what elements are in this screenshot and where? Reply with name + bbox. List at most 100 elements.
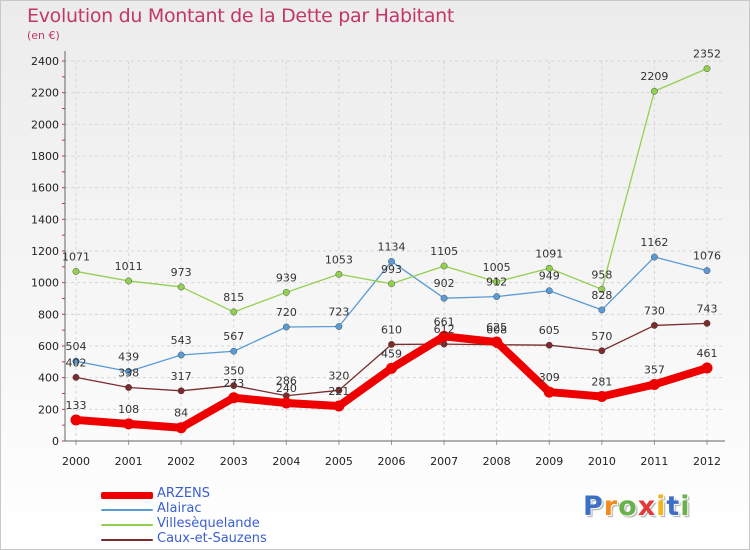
data-point [388, 341, 395, 348]
data-point [175, 422, 187, 434]
data-point [230, 382, 238, 389]
x-tick-label: 2004 [272, 455, 300, 468]
legend-label: Alairac [157, 501, 202, 516]
data-label: 461 [697, 347, 718, 360]
data-point [438, 330, 450, 342]
x-tick-label: 2012 [693, 455, 721, 468]
x-tick-label: 2003 [220, 455, 248, 468]
data-label: 949 [539, 270, 560, 283]
data-point [123, 418, 135, 430]
data-point [125, 384, 132, 391]
legend-swatch [101, 509, 153, 511]
data-label: 309 [539, 371, 560, 384]
data-point [545, 341, 553, 349]
data-label: 1076 [693, 250, 721, 263]
data-point [701, 362, 713, 374]
data-label: 1071 [62, 250, 90, 263]
data-label: 993 [381, 263, 402, 276]
data-point [230, 347, 238, 355]
data-point [598, 285, 606, 293]
data-point [493, 293, 501, 300]
data-label: 350 [223, 365, 244, 378]
data-label: 723 [328, 306, 349, 319]
data-label: 543 [171, 334, 192, 347]
data-point [335, 386, 343, 394]
y-tick-label: 600 [38, 340, 59, 353]
legend-swatch [101, 539, 153, 541]
logo-letter: x [637, 491, 657, 522]
data-label: 281 [591, 376, 612, 389]
y-tick-label: 200 [38, 403, 59, 416]
data-point [230, 308, 238, 316]
y-tick-label: 2200 [31, 87, 59, 100]
y-tick-label: 800 [38, 308, 59, 321]
data-point [545, 264, 553, 272]
proxiti-logo: Proxiti [583, 491, 691, 522]
data-point [491, 336, 503, 348]
data-point [282, 323, 290, 331]
legend-label: Villesèquelande [157, 516, 260, 531]
x-tick-label: 2008 [483, 455, 511, 468]
data-label: 459 [381, 347, 402, 360]
data-label: 625 [486, 321, 507, 334]
y-tick-label: 2000 [31, 118, 59, 131]
data-label: 1011 [115, 260, 143, 273]
legend-label: Caux-et-Sauzens [157, 531, 267, 546]
data-point [545, 287, 553, 295]
data-point [703, 65, 711, 73]
data-label: 815 [223, 291, 244, 304]
data-label: 661 [434, 315, 455, 328]
data-label: 108 [118, 403, 139, 416]
data-label: 133 [66, 399, 87, 412]
data-point [72, 373, 80, 381]
data-point [177, 283, 185, 291]
data-point [703, 267, 711, 275]
data-label: 1053 [325, 253, 353, 266]
data-point [177, 351, 185, 359]
data-label: 320 [328, 369, 349, 382]
data-point [125, 277, 132, 285]
x-tick-label: 2009 [535, 455, 563, 468]
data-label: 902 [434, 277, 455, 290]
data-point [70, 414, 82, 426]
x-tick-label: 2001 [115, 455, 143, 468]
data-point [125, 368, 132, 375]
logo-letter: P [583, 491, 604, 522]
data-label: 567 [223, 330, 244, 343]
x-tick-label: 2000 [62, 455, 90, 468]
data-point [651, 87, 658, 95]
x-tick-label: 2006 [378, 455, 406, 468]
data-label: 240 [276, 382, 297, 395]
data-label: 720 [276, 306, 297, 319]
data-label: 828 [591, 289, 612, 302]
data-label: 958 [591, 268, 612, 281]
y-tick-label: 1600 [31, 182, 59, 195]
data-label: 610 [381, 323, 402, 336]
y-tick-label: 1000 [31, 277, 59, 290]
y-tick-label: 1800 [31, 150, 59, 163]
legend-label: ARZENS [157, 486, 211, 501]
data-point [335, 270, 343, 278]
data-label: 570 [591, 330, 612, 343]
logo-letter: t [666, 491, 681, 522]
data-point [440, 262, 448, 270]
data-label: 605 [539, 324, 560, 337]
y-tick-label: 1400 [31, 213, 59, 226]
data-point [335, 323, 343, 330]
data-point [543, 386, 555, 398]
x-tick-label: 2002 [167, 455, 195, 468]
y-tick-label: 400 [38, 372, 59, 385]
data-point [388, 280, 395, 288]
data-label: 439 [118, 350, 139, 363]
data-point [72, 357, 80, 365]
data-label: 939 [276, 271, 297, 284]
data-label: 1134 [378, 240, 406, 253]
y-tick-label: 0 [52, 435, 59, 448]
x-tick-label: 2005 [325, 455, 353, 468]
data-label: 612 [434, 323, 455, 336]
data-point [177, 387, 185, 395]
chart-unit: (en €) [27, 29, 60, 42]
data-point [333, 400, 345, 412]
data-point [388, 258, 395, 265]
